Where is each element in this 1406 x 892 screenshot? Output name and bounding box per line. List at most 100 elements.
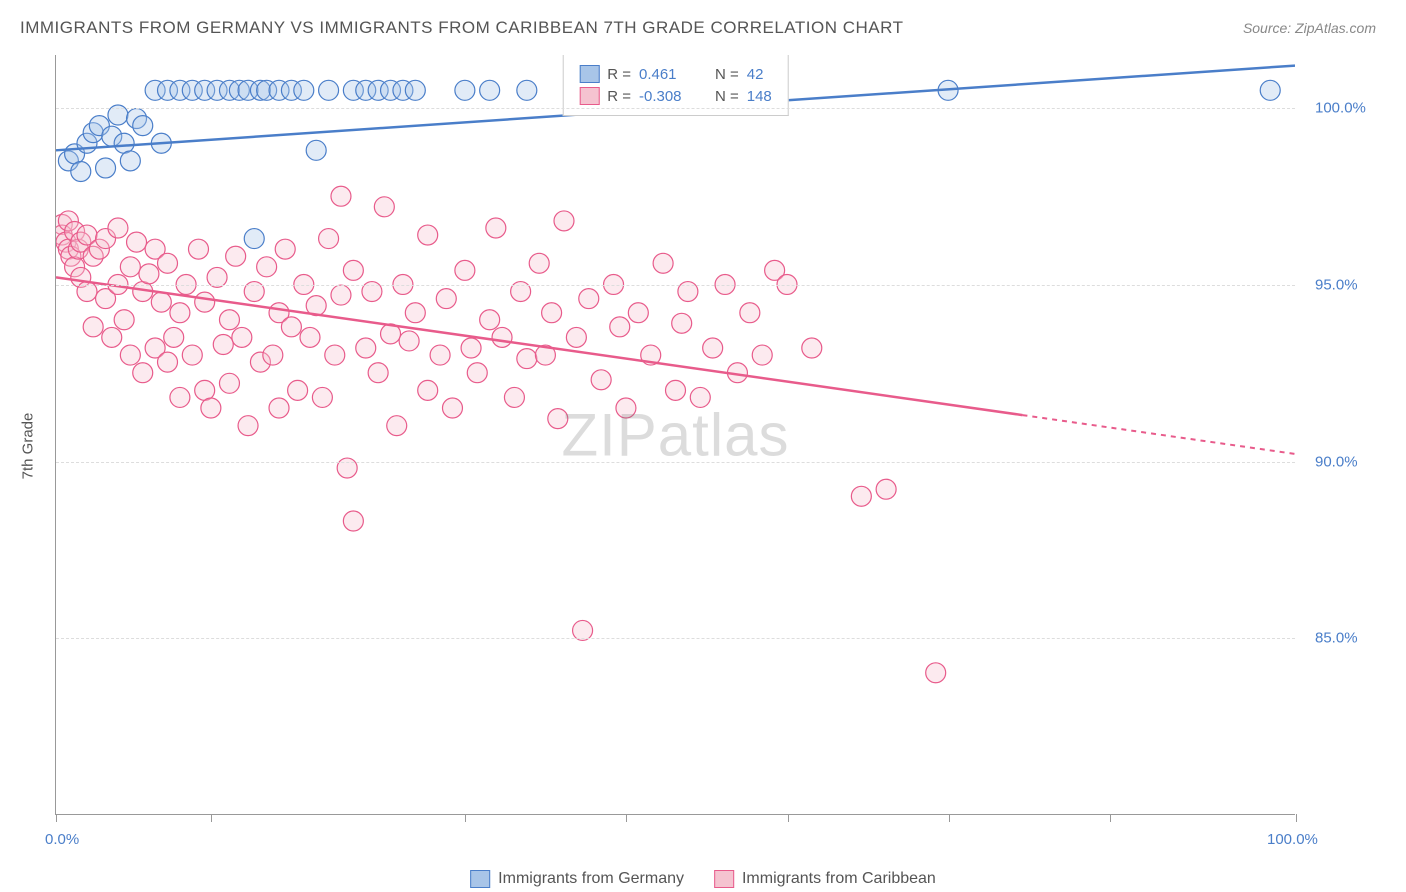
data-point bbox=[399, 331, 419, 351]
data-point bbox=[151, 292, 171, 312]
data-point bbox=[610, 317, 630, 337]
data-point bbox=[517, 80, 537, 100]
source-label: Source: ZipAtlas.com bbox=[1243, 20, 1376, 36]
data-point bbox=[455, 260, 475, 280]
data-point bbox=[213, 334, 233, 354]
legend-swatch bbox=[579, 87, 599, 105]
data-point bbox=[542, 303, 562, 323]
data-point bbox=[554, 211, 574, 231]
data-point bbox=[566, 327, 586, 347]
data-point bbox=[467, 363, 487, 383]
chart-area: ZIPatlas R = 0.461N = 42R = -0.308N = 14… bbox=[55, 55, 1295, 815]
data-point bbox=[591, 370, 611, 390]
data-point bbox=[926, 663, 946, 683]
data-point bbox=[281, 317, 301, 337]
data-point bbox=[319, 229, 339, 249]
x-tick bbox=[1110, 814, 1111, 822]
data-point bbox=[102, 327, 122, 347]
data-point bbox=[219, 310, 239, 330]
data-point bbox=[703, 338, 723, 358]
trend-line-extrapolated bbox=[1022, 415, 1295, 454]
x-tick bbox=[465, 814, 466, 822]
data-point bbox=[628, 303, 648, 323]
x-tick bbox=[56, 814, 57, 822]
data-point bbox=[312, 387, 332, 407]
data-point bbox=[96, 158, 116, 178]
x-tick bbox=[949, 814, 950, 822]
data-point bbox=[529, 253, 549, 273]
data-point bbox=[133, 116, 153, 136]
data-point bbox=[219, 373, 239, 393]
data-point bbox=[170, 387, 190, 407]
data-point bbox=[517, 349, 537, 369]
stats-row: R = 0.461N = 42 bbox=[579, 63, 772, 85]
data-point bbox=[653, 253, 673, 273]
data-point bbox=[480, 310, 500, 330]
legend-item: Immigrants from Germany bbox=[470, 870, 684, 888]
gridline bbox=[56, 462, 1295, 463]
data-point bbox=[418, 380, 438, 400]
data-point bbox=[666, 380, 686, 400]
data-point bbox=[127, 232, 147, 252]
gridline bbox=[56, 638, 1295, 639]
data-point bbox=[120, 257, 140, 277]
data-point bbox=[331, 285, 351, 305]
y-tick-label: 95.0% bbox=[1315, 276, 1358, 293]
gridline bbox=[56, 285, 1295, 286]
data-point bbox=[319, 80, 339, 100]
data-point bbox=[325, 345, 345, 365]
data-point bbox=[851, 486, 871, 506]
legend-swatch bbox=[470, 870, 490, 888]
data-point bbox=[83, 317, 103, 337]
data-point bbox=[461, 338, 481, 358]
data-point bbox=[108, 218, 128, 238]
data-point bbox=[300, 327, 320, 347]
data-point bbox=[480, 80, 500, 100]
x-tick bbox=[211, 814, 212, 822]
x-tick bbox=[626, 814, 627, 822]
data-point bbox=[170, 303, 190, 323]
data-point bbox=[275, 239, 295, 259]
data-point bbox=[436, 289, 456, 309]
data-point bbox=[182, 345, 202, 365]
data-point bbox=[430, 345, 450, 365]
data-point bbox=[288, 380, 308, 400]
data-point bbox=[71, 162, 91, 182]
y-tick-label: 90.0% bbox=[1315, 453, 1358, 470]
data-point bbox=[188, 239, 208, 259]
x-tick bbox=[1296, 814, 1297, 822]
data-point bbox=[802, 338, 822, 358]
data-point bbox=[486, 218, 506, 238]
chart-title: IMMIGRANTS FROM GERMANY VS IMMIGRANTS FR… bbox=[20, 18, 903, 38]
legend-item: Immigrants from Caribbean bbox=[714, 870, 936, 888]
data-point bbox=[504, 387, 524, 407]
data-point bbox=[492, 327, 512, 347]
data-point bbox=[201, 398, 221, 418]
data-point bbox=[442, 398, 462, 418]
x-tick bbox=[788, 814, 789, 822]
legend-label: Immigrants from Germany bbox=[498, 870, 684, 888]
legend-swatch bbox=[714, 870, 734, 888]
legend: Immigrants from Germany Immigrants from C… bbox=[470, 870, 936, 888]
data-point bbox=[306, 140, 326, 160]
data-point bbox=[1260, 80, 1280, 100]
data-point bbox=[120, 345, 140, 365]
y-tick-label: 100.0% bbox=[1315, 100, 1366, 117]
data-point bbox=[195, 292, 215, 312]
data-point bbox=[740, 303, 760, 323]
data-point bbox=[195, 380, 215, 400]
data-point bbox=[405, 303, 425, 323]
data-point bbox=[294, 80, 314, 100]
stats-row: R = -0.308N = 148 bbox=[579, 85, 772, 107]
data-point bbox=[158, 352, 178, 372]
plot-svg bbox=[56, 55, 1295, 814]
y-axis-label: 7th Grade bbox=[20, 413, 37, 480]
data-point bbox=[120, 151, 140, 171]
data-point bbox=[368, 363, 388, 383]
data-point bbox=[343, 511, 363, 531]
data-point bbox=[343, 260, 363, 280]
data-point bbox=[133, 363, 153, 383]
data-point bbox=[244, 229, 264, 249]
data-point bbox=[269, 398, 289, 418]
legend-label: Immigrants from Caribbean bbox=[742, 870, 936, 888]
